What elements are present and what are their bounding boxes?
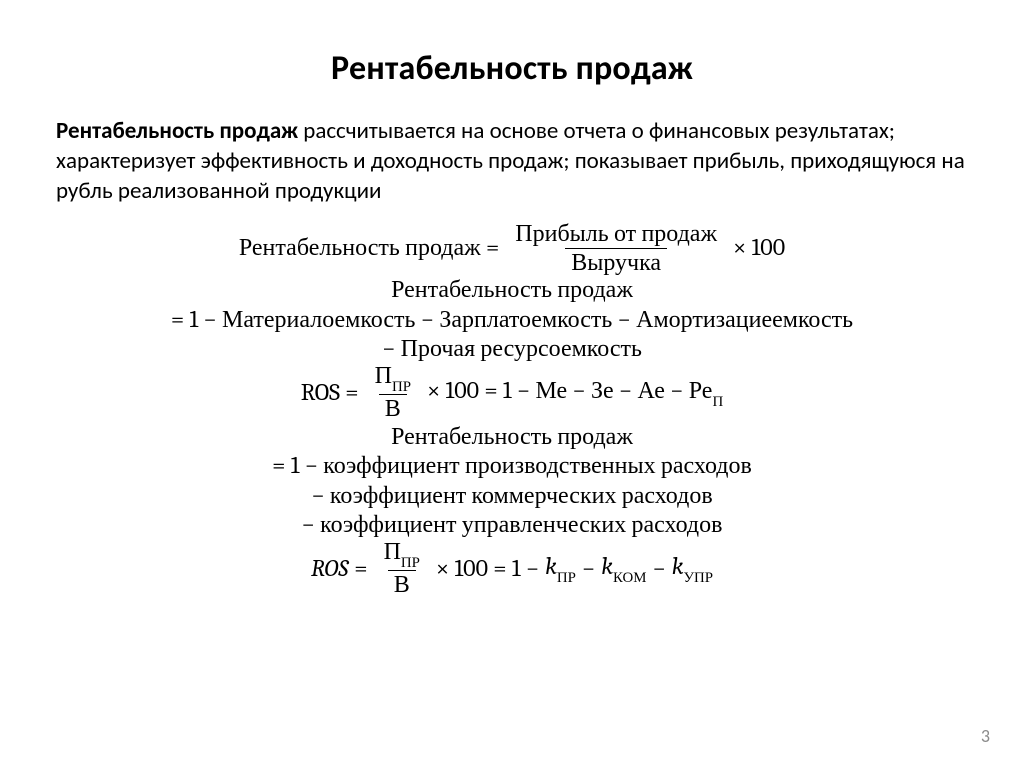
eq3-fraction: ППР В (369, 363, 417, 422)
eq4-l1-text: Рентабельность продаж (391, 422, 633, 451)
eq1-denominator: Выручка (565, 248, 667, 276)
eq5-eq: = (354, 554, 367, 583)
eq3-mid: × 100 = 1 − Ме − Зе − Ае − РеП (427, 376, 723, 409)
slide: Рентабельность продаж Рентабельность про… (0, 0, 1024, 767)
eq1-fraction: Прибыль от продаж Выручка (509, 221, 723, 276)
eq3-ros: ROS = (301, 378, 359, 407)
eq4-line1: Рентабельность продаж (56, 422, 968, 451)
page-number: 3 (981, 725, 990, 747)
eq5-fraction: ППР В (378, 539, 426, 598)
eq1-left: Рентабельность продаж = (239, 233, 499, 262)
eq5-m1: − (582, 554, 595, 583)
eq2-line1: Рентабельность продаж (56, 275, 968, 304)
eq5-numerator: ППР (378, 539, 426, 570)
eq5-k2-sub: КОМ (613, 569, 647, 586)
eq1-tail: × 100 (733, 233, 785, 262)
eq1: Рентабельность продаж = Прибыль от прода… (56, 221, 968, 276)
eq5-mid: × 100 = 1 − (436, 554, 539, 583)
eq2-line2: = 1 − Материалоемкость − Зарплатоемкость… (56, 305, 968, 334)
eq3-denominator: В (379, 394, 407, 422)
eq3-numerator: ППР (369, 363, 417, 394)
eq3-tail-sub: П (712, 393, 723, 410)
intro-bold: Рентабельность продаж (56, 117, 298, 145)
intro-paragraph: Рентабельность продаж рассчитывается на … (56, 117, 968, 207)
eq3-num-sub: ПР (392, 378, 411, 395)
eq2-l3-text: − Прочая ресурсоемкость (382, 334, 642, 363)
eq5-m2: − (652, 554, 665, 583)
eq5-denominator: В (388, 570, 416, 598)
eq2-line3: − Прочая ресурсоемкость (56, 334, 968, 363)
eq3-num-text: П (375, 361, 392, 389)
eq4-l4-text: − коэффициент управленческих расходов (302, 510, 723, 539)
eq4-l3-text: − коэффициент коммерческих расходов (311, 481, 712, 510)
eq1-numerator: Прибыль от продаж (509, 221, 723, 248)
eq2-l1-text: Рентабельность продаж (391, 275, 633, 304)
page-title: Рентабельность продаж (56, 48, 968, 89)
eq5-k3: kУПР (672, 552, 713, 585)
eq5-k3-sub: УПР (684, 569, 714, 586)
eq5: ROS = ППР В × 100 = 1 − kПР − kКОМ − kУП… (56, 539, 968, 598)
eq5-num-sub: ПР (401, 554, 420, 571)
eq5-k1: kПР (545, 552, 576, 585)
eq5-k2-k: k (601, 552, 613, 580)
eq4-l2-text: = 1 − коэффициент производственных расхо… (272, 451, 752, 480)
eq4-line2: = 1 − коэффициент производственных расхо… (56, 451, 968, 480)
eq5-k1-k: k (545, 552, 557, 580)
eq4-line3: − коэффициент коммерческих расходов (56, 481, 968, 510)
eq5-k3-k: k (672, 552, 684, 580)
eq3-mid-text: × 100 = 1 − Ме − Зе − Ае − Ре (427, 376, 712, 404)
eq5-k2: kКОМ (601, 552, 646, 585)
equations: Рентабельность продаж = Прибыль от прода… (56, 221, 968, 598)
eq5-num-text: П (384, 537, 401, 565)
eq5-k1-sub: ПР (557, 569, 576, 586)
eq5-ros: ROS (311, 554, 348, 583)
eq4-line4: − коэффициент управленческих расходов (56, 510, 968, 539)
eq2-l2-text: = 1 − Материалоемкость − Зарплатоемкость… (171, 305, 853, 334)
eq3: ROS = ППР В × 100 = 1 − Ме − Зе − Ае − Р… (56, 363, 968, 422)
